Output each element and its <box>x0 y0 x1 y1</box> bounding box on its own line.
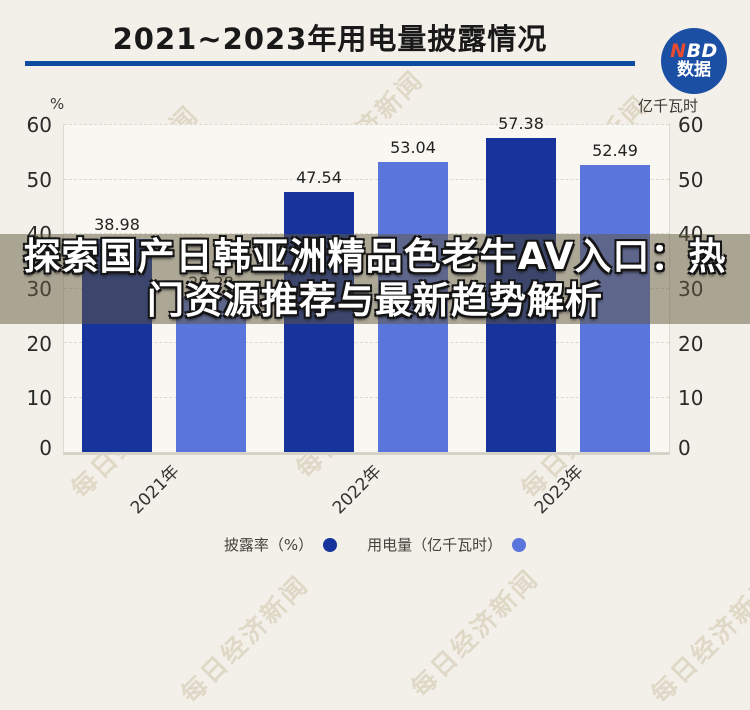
bar-value-label: 53.04 <box>390 138 436 158</box>
left-axis-tick: 20 <box>26 332 52 356</box>
bar-value-label: 47.54 <box>296 168 342 188</box>
gridline <box>64 124 669 125</box>
bar-value-label: 52.49 <box>592 141 638 161</box>
overlay-text-line2: 门资源推荐与最新趋势解析 <box>147 279 603 322</box>
right-axis-tick: 60 <box>678 113 704 137</box>
gridline <box>64 397 669 398</box>
legend-label: 用电量（亿千瓦时） <box>367 536 503 554</box>
left-axis-tick: 60 <box>26 113 52 137</box>
overlay-banner: 探索国产日韩亚洲精品色老牛AV入口：热 门资源推荐与最新趋势解析 <box>0 234 750 324</box>
left-axis-unit: % <box>50 95 65 113</box>
right-axis-tick: 50 <box>678 168 704 192</box>
left-axis-tick: 0 <box>39 436 52 460</box>
nbd-logo-text: NBD <box>670 40 718 63</box>
right-axis-tick: 10 <box>678 386 704 410</box>
left-axis-tick: 10 <box>26 386 52 410</box>
gridline <box>64 233 669 234</box>
legend-dot-dark-blue <box>323 537 338 552</box>
title-divider <box>25 61 635 66</box>
gridline <box>64 342 669 343</box>
legend-label: 披露率（%） <box>223 536 314 554</box>
right-axis-tick: 0 <box>678 436 691 460</box>
legend-item-disclosure: 披露率（%） <box>223 534 338 555</box>
nbd-logo: NBD 数据 <box>661 28 727 94</box>
watermark-text: 每日经济新闻 <box>645 569 750 709</box>
nbd-logo-subtext: 数据 <box>677 60 711 81</box>
left-axis-tick: 50 <box>26 168 52 192</box>
bar-value-label: 57.38 <box>498 114 544 134</box>
right-axis-unit: 亿千瓦时 <box>638 97 699 115</box>
x-axis-label-2021: 2021年 <box>126 461 184 519</box>
watermark-text: 每日经济新闻 <box>405 563 545 703</box>
chart-legend: 披露率（%） 用电量（亿千瓦时） <box>0 534 750 555</box>
watermark-text: 每日经济新闻 <box>175 569 315 709</box>
x-axis-label-2022: 2022年 <box>328 461 386 519</box>
overlay-text-line1: 探索国产日韩亚洲精品色老牛AV入口：热 <box>23 235 727 278</box>
legend-item-usage: 用电量（亿千瓦时） <box>367 534 527 555</box>
page-title: 2021~2023年用电量披露情况 <box>112 22 548 56</box>
right-axis-tick: 20 <box>678 332 704 356</box>
bar-value-label: 38.98 <box>94 214 140 234</box>
x-axis-label-2023: 2023年 <box>530 461 588 519</box>
legend-dot-light-blue <box>512 537 527 552</box>
gridline <box>64 179 669 180</box>
